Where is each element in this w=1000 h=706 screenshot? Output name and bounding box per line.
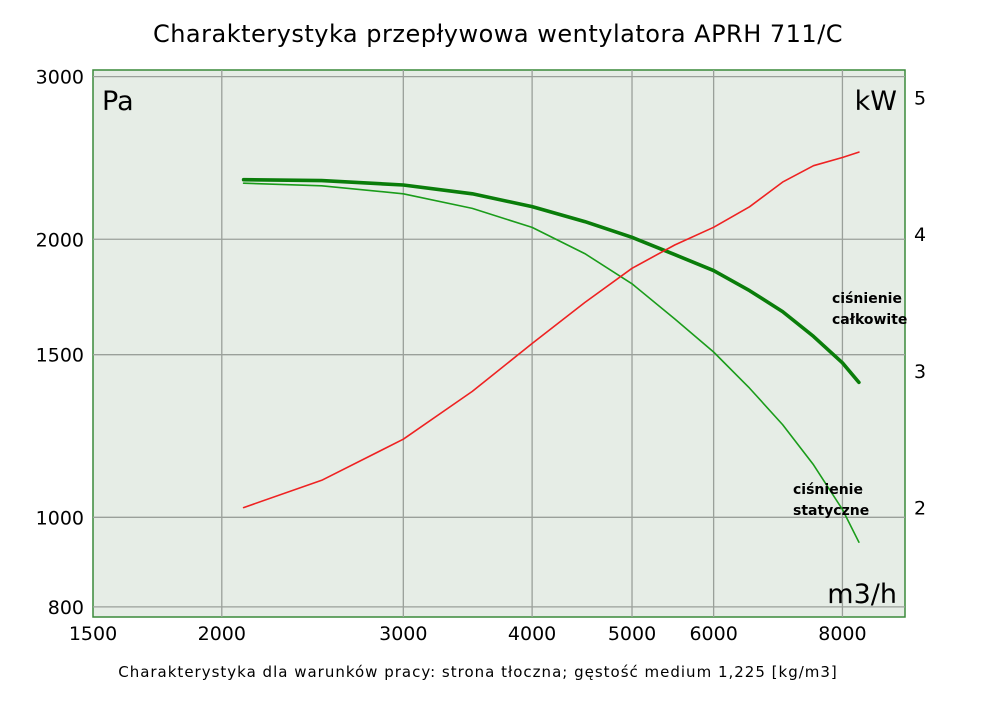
series-label: ciśnienie (832, 291, 902, 307)
y-axis-unit: Pa (102, 86, 134, 117)
series-layer (241, 151, 861, 544)
y2-tick-label: 2 (914, 498, 926, 520)
series-line (241, 177, 861, 385)
x-axis-unit: m3/h (827, 579, 897, 610)
x-tick-label: 1500 (69, 623, 117, 645)
series-line (242, 151, 860, 509)
series-line (242, 182, 860, 544)
y-tick-label: 2000 (36, 229, 84, 251)
x-tick-label: 4000 (508, 623, 556, 645)
y-tick-label: 3000 (36, 67, 84, 89)
grid (93, 70, 905, 617)
footnote: Charakterystyka dla warunków pracy: stro… (118, 663, 838, 681)
x-tick-label: 3000 (379, 623, 427, 645)
chart-title: Charakterystyka przepływowa wentylatora … (153, 20, 843, 48)
y2-tick-label: 4 (914, 224, 926, 246)
series-label: całkowite (832, 312, 907, 328)
series-label: statyczne (793, 503, 869, 519)
series-label: ciśnienie (793, 482, 863, 498)
y-tick-label: 1000 (36, 507, 84, 529)
y2-tick-label: 5 (914, 87, 926, 109)
y2-axis-unit: kW (855, 86, 897, 117)
x-tick-label: 8000 (818, 623, 866, 645)
y2-tick-label: 3 (914, 361, 926, 383)
x-tick-label: 6000 (689, 623, 737, 645)
tick-labels: 1500 2000 3000 4000 5000 6000 8000 800 1000 1500 2… (36, 67, 926, 645)
y-tick-label: 800 (48, 597, 84, 619)
x-tick-label: 5000 (608, 623, 656, 645)
x-tick-label: 2000 (198, 623, 246, 645)
plot-area (92, 69, 906, 618)
y-tick-label: 1500 (36, 345, 84, 367)
series-labels: ciśnienie całkowite ciśnienie statyczne (793, 291, 907, 519)
